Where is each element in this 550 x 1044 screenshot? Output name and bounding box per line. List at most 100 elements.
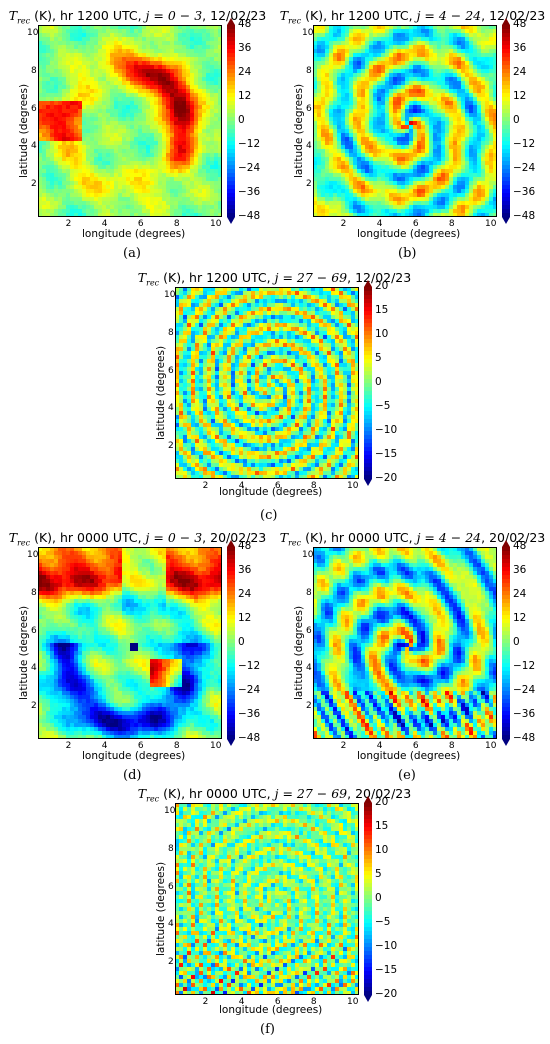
colorbar-gradient [227,547,235,740]
plot-frame [313,547,497,739]
y-tick-label: 2 [306,179,312,189]
colorbar-gradient [227,25,235,218]
y-tick-label: 8 [168,328,174,339]
y-tick-label: 2 [306,701,312,711]
panel-label: (d) [123,768,142,783]
y-tick-label: 2 [31,701,37,711]
colorbar-tick-label: 24 [513,66,527,78]
colorbar-tick-label: −12 [513,660,536,672]
x-tick-label: 4 [101,219,108,229]
y-axis-label: latitude (degrees) [155,861,167,956]
heatmap-field [175,287,359,479]
colorbar-extend-down [502,217,510,224]
x-tick-label: 6 [137,219,144,229]
x-tick-label: 2 [65,219,72,229]
colorbar-extend-up [227,18,235,25]
panel-label: (c) [260,508,278,523]
y-axis-label: latitude (degrees) [18,605,30,700]
colorbar-tick-label: −24 [238,162,261,174]
panel-title: Trec (K), hr 0000 UTC, j = 0 − 3, 20/02/… [8,530,267,548]
y-tick-label: 2 [168,441,174,451]
colorbar-tick-label: −36 [238,708,261,720]
y-tick-label: 10 [164,290,176,301]
y-tick-label: 6 [306,103,312,114]
x-tick-label: 4 [376,741,383,751]
colorbar-tick-label: 24 [513,588,527,600]
colorbar [364,803,372,996]
colorbar-tick-label: −12 [238,138,261,150]
x-tick-label: 10 [484,219,497,229]
x-tick-label: 10 [484,741,497,751]
colorbar-gradient [502,25,510,218]
plot-frame [38,547,222,739]
colorbar-tick-label: −24 [513,684,536,696]
colorbar [227,547,235,740]
x-tick-label: 4 [376,219,383,229]
colorbar-tick-label: 12 [238,612,252,624]
x-tick-label: 2 [65,741,72,751]
colorbar-tick-label: 0 [513,114,520,126]
colorbar-tick-label: −24 [513,162,536,174]
y-tick-label: 8 [306,66,312,77]
colorbar-tick-label: 24 [238,66,252,78]
colorbar-extend-down [364,479,372,486]
colorbar-extend-down [502,739,510,746]
x-tick-label: 8 [173,219,180,229]
colorbar-tick-label: 10 [375,328,389,340]
x-axis-label: longitude (degrees) [219,1004,323,1016]
colorbar-tick-label: 36 [513,564,527,576]
colorbar-tick-label: 12 [513,612,527,624]
heatmap-field [313,547,497,739]
colorbar [364,287,372,480]
colorbar-extend-down [227,217,235,224]
y-tick-label: 8 [306,588,312,599]
colorbar-tick-label: 48 [513,18,527,30]
colorbar-tick-label: 0 [375,376,382,388]
heatmap-plot [313,547,497,739]
colorbar-tick-label: 10 [375,844,389,856]
colorbar-extend-up [502,18,510,25]
panel-e: Trec (K), hr 0000 UTC, j = 4 − 24, 20/02… [275,522,550,790]
colorbar-tick-label: −48 [238,210,261,222]
x-tick-label: 2 [340,219,347,229]
colorbar-tick-label: 0 [375,892,382,904]
colorbar-tick-label: −5 [375,400,391,412]
colorbar-tick-label: 36 [238,564,252,576]
colorbar-tick-label: −15 [375,448,398,460]
panel-title: Trec (K), hr 0000 UTC, j = 4 − 24, 20/02… [279,530,546,548]
heatmap-field [38,547,222,739]
colorbar [227,25,235,218]
x-tick-label: 4 [238,997,245,1007]
colorbar-tick-label: −10 [375,424,398,436]
x-axis-label: longitude (degrees) [82,228,186,240]
colorbar-tick-label: 15 [375,304,389,316]
colorbar-tick-label: −5 [375,916,391,928]
panel-b: Trec (K), hr 1200 UTC, j = 4 − 24, 12/02… [275,0,550,268]
x-tick-label: 6 [412,219,419,229]
x-tick-label: 8 [310,997,317,1007]
heatmap-plot [38,25,222,217]
panel-label: (f) [260,1022,275,1037]
panel-label: (b) [398,246,417,261]
colorbar-tick-label: 48 [238,540,252,552]
colorbar-tick-label: −48 [513,732,536,744]
colorbar-gradient [364,803,372,996]
colorbar-extend-down [227,739,235,746]
x-axis-label: longitude (degrees) [82,750,186,762]
colorbar-tick-label: −48 [238,732,261,744]
panel-label: (e) [398,768,416,783]
y-tick-label: 4 [306,141,312,152]
colorbar-tick-label: 12 [513,90,527,102]
panel-title: Trec (K), hr 1200 UTC, j = 4 − 24, 12/02… [279,8,546,26]
plot-frame [38,25,222,217]
panel-title: Trec (K), hr 1200 UTC, j = 27 − 69, 12/0… [137,270,412,288]
x-axis-label: longitude (degrees) [357,750,461,762]
colorbar-tick-label: −15 [375,964,398,976]
colorbar-tick-label: −12 [513,138,536,150]
colorbar-tick-label: 5 [375,868,382,880]
colorbar-tick-label: 0 [238,636,245,648]
x-tick-label: 8 [448,219,455,229]
panel-f: Trec (K), hr 0000 UTC, j = 27 − 69, 20/0… [137,778,412,1044]
y-tick-label: 6 [31,103,37,114]
colorbar [502,547,510,740]
